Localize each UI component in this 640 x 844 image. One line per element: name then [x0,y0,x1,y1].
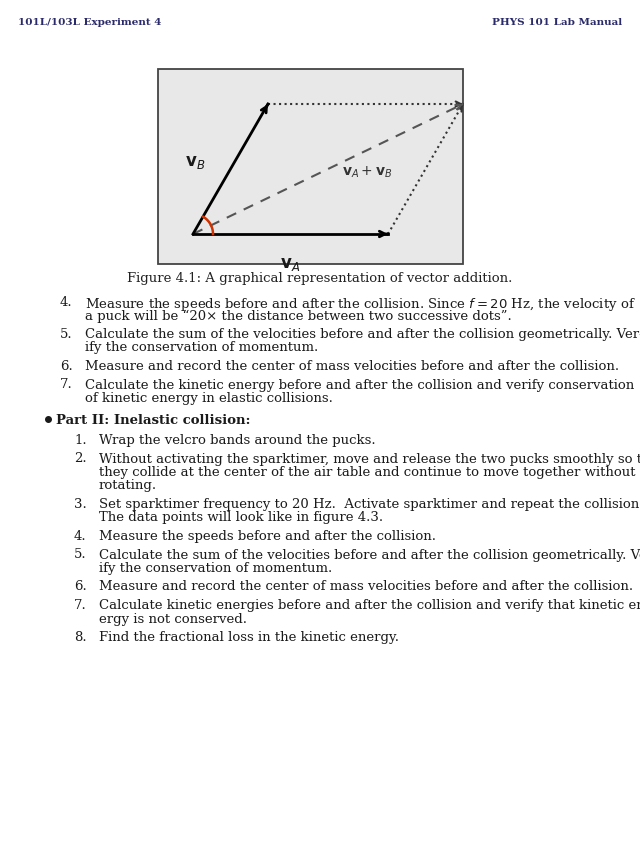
Bar [158,69,463,264]
Text: 2.: 2. [74,452,86,466]
Text: Measure the speeds before and after the collision.: Measure the speeds before and after the … [99,530,436,543]
Text: $\mathbf{v}_{A}+\mathbf{v}_{B}$: $\mathbf{v}_{A}+\mathbf{v}_{B}$ [342,165,392,180]
Text: 4.: 4. [74,530,86,543]
Text: The data points will look like in figure 4.3.: The data points will look like in figure… [99,511,383,524]
Text: Measure and record the center of mass velocities before and after the collision.: Measure and record the center of mass ve… [99,581,633,593]
Text: Figure 4.1: A graphical representation of vector addition.: Figure 4.1: A graphical representation o… [127,272,513,285]
Text: 6.: 6. [74,581,87,593]
Text: 101L/103L Experiment 4: 101L/103L Experiment 4 [18,18,161,27]
Text: 7.: 7. [60,378,73,392]
Text: $\mathbf{v}_{B}$: $\mathbf{v}_{B}$ [185,154,205,171]
Text: 5.: 5. [60,328,72,341]
Text: 1.: 1. [74,434,86,447]
Text: Part II: Inelastic collision:: Part II: Inelastic collision: [56,414,250,428]
Text: of kinetic energy in elastic collisions.: of kinetic energy in elastic collisions. [85,392,333,405]
Text: Find the fractional loss in the kinetic energy.: Find the fractional loss in the kinetic … [99,631,399,644]
Text: Calculate the sum of the velocities before and after the collision geometrically: Calculate the sum of the velocities befo… [85,328,640,341]
Text: 3.: 3. [74,498,87,511]
Text: rotating.: rotating. [99,479,157,493]
Text: Calculate the kinetic energy before and after the collision and verify conservat: Calculate the kinetic energy before and … [85,378,634,392]
Text: ify the conservation of momentum.: ify the conservation of momentum. [99,562,332,575]
Text: 8.: 8. [74,631,86,644]
Text: Calculate the sum of the velocities before and after the collision geometrically: Calculate the sum of the velocities befo… [99,549,640,561]
Text: PHYS 101 Lab Manual: PHYS 101 Lab Manual [492,18,622,27]
Text: 5.: 5. [74,549,86,561]
Text: Calculate kinetic energies before and after the collision and verify that kineti: Calculate kinetic energies before and af… [99,599,640,612]
Text: Measure and record the center of mass velocities before and after the collision.: Measure and record the center of mass ve… [85,360,619,373]
Text: they collide at the center of the air table and continue to move together withou: they collide at the center of the air ta… [99,466,636,479]
Text: 7.: 7. [74,599,87,612]
Text: Without activating the sparktimer, move and release the two pucks smoothly so th: Without activating the sparktimer, move … [99,452,640,466]
Text: 6.: 6. [60,360,73,373]
Text: Wrap the velcro bands around the pucks.: Wrap the velcro bands around the pucks. [99,434,376,447]
Text: a puck will be “20× the distance between two successive dots”.: a puck will be “20× the distance between… [85,310,512,322]
Text: Set sparktimer frequency to 20 Hz.  Activate sparktimer and repeat the collision: Set sparktimer frequency to 20 Hz. Activ… [99,498,640,511]
Text: $\mathbf{v}_{A}$: $\mathbf{v}_{A}$ [280,256,301,273]
Text: ify the conservation of momentum.: ify the conservation of momentum. [85,342,318,354]
Text: ergy is not conserved.: ergy is not conserved. [99,613,247,625]
Text: Measure the speeds before and after the collision. Since $f = 20$ Hz, the veloci: Measure the speeds before and after the … [85,296,636,313]
Text: 4.: 4. [60,296,72,309]
